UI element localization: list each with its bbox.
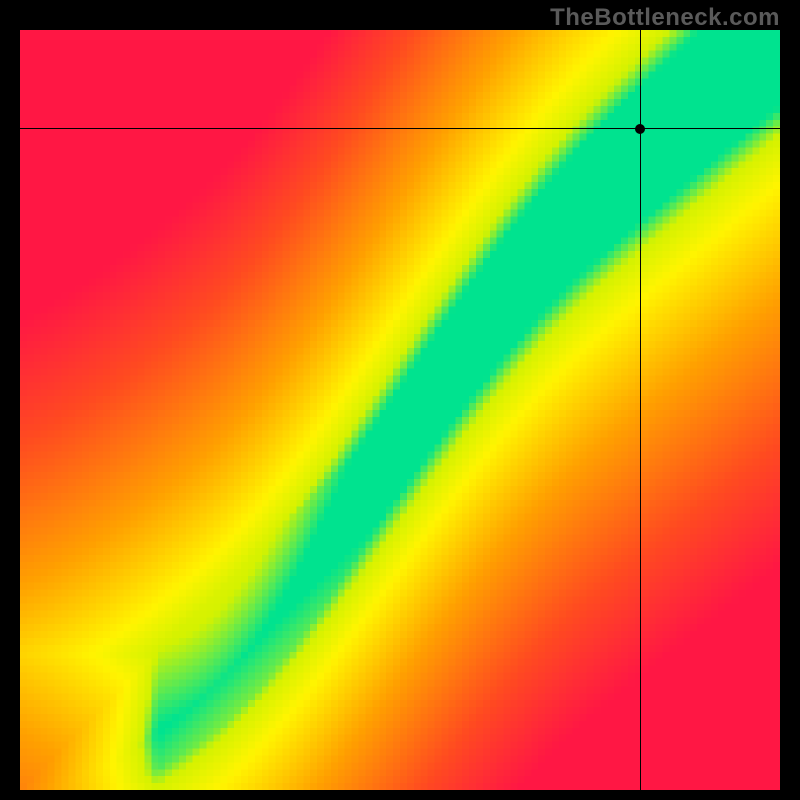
bottleneck-heatmap xyxy=(20,30,780,790)
crosshair-marker xyxy=(635,124,645,134)
watermark-text: TheBottleneck.com xyxy=(550,4,780,32)
crosshair-horizontal xyxy=(20,128,780,129)
crosshair-vertical xyxy=(640,30,641,790)
